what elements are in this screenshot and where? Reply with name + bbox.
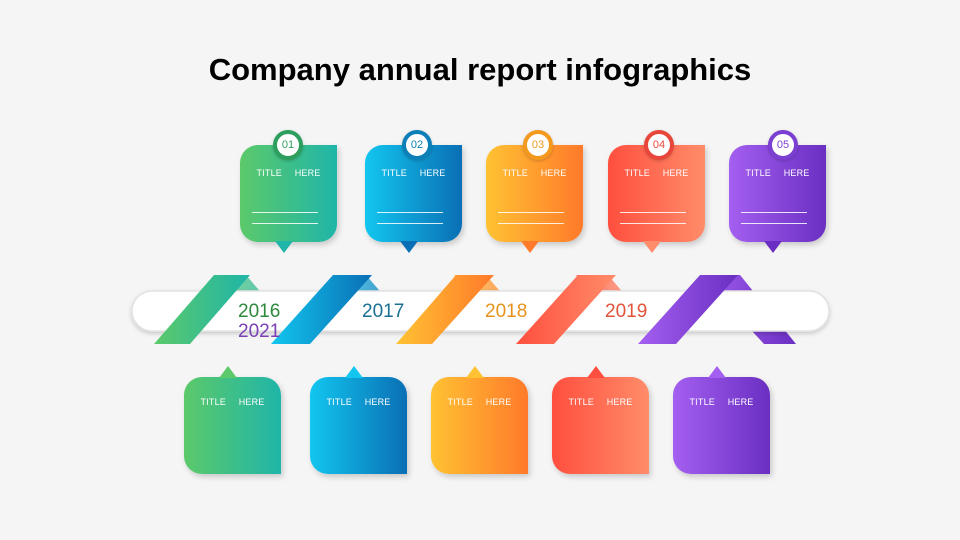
text-line [377, 212, 443, 213]
top-card-5-label: TITLE HERE [745, 168, 810, 178]
bottom-card-3: TITLE HERE [431, 366, 528, 474]
ribbon-strip-4 [516, 275, 616, 344]
card-tail [466, 366, 484, 378]
ribbon-strip-3 [396, 275, 494, 344]
text-line [498, 223, 564, 224]
ribbon-strip-1 [154, 275, 250, 344]
bottom-card-2: TITLE HERE [310, 366, 407, 474]
card-tail [275, 241, 293, 253]
step-number-badge-1: 01 [273, 130, 303, 160]
text-line [252, 212, 318, 213]
text-line [741, 212, 807, 213]
bottom-card-2-label: TITLE HERE [326, 397, 391, 407]
card-tail [345, 366, 363, 378]
top-card-3-label: TITLE HERE [502, 168, 567, 178]
card-tail [219, 366, 237, 378]
text-line [741, 223, 807, 224]
year-label-2018: 2018 [485, 301, 528, 322]
top-card-2-label: TITLE HERE [381, 168, 446, 178]
top-card-3: TITLE HERE [486, 145, 583, 253]
text-line [620, 212, 686, 213]
ribbon-strip-2 [271, 275, 372, 344]
top-card-4-label: TITLE HERE [624, 168, 689, 178]
card-tail [764, 241, 782, 253]
bottom-card-5-label: TITLE HERE [689, 397, 754, 407]
bottom-card-1-label: TITLE HERE [200, 397, 265, 407]
ribbon-front-strips [154, 275, 738, 344]
card-tail [400, 241, 418, 253]
card-tail [587, 366, 605, 378]
page-title: Company annual report infographics [208, 52, 752, 87]
year-label-2017: 2017 [362, 301, 405, 322]
top-card-5: TITLE HERE [729, 145, 826, 253]
step-number-badge-4: 04 [644, 130, 674, 160]
bottom-card-4-label: TITLE HERE [568, 397, 633, 407]
year-label-2016: 2016 [238, 301, 281, 322]
top-card-4: TITLE HERE [608, 145, 705, 253]
ribbon-strip-5 [638, 275, 738, 344]
top-card-2: TITLE HERE [365, 145, 462, 253]
text-line [252, 223, 318, 224]
step-number-badge-2: 02 [402, 130, 432, 160]
year-label-2019: 2019 [605, 301, 648, 322]
card-tail [708, 366, 726, 378]
text-line [620, 223, 686, 224]
card-tail [643, 241, 661, 253]
text-line [377, 223, 443, 224]
bottom-card-1: TITLE HERE [184, 366, 281, 474]
top-card-1-label: TITLE HERE [256, 168, 321, 178]
bottom-card-4: TITLE HERE [552, 366, 649, 474]
bottom-card-3-label: TITLE HERE [447, 397, 512, 407]
text-line [498, 212, 564, 213]
year-label-2021: 2021 [238, 321, 281, 342]
timeline-bar [131, 290, 830, 332]
top-card-1: TITLE HERE [240, 145, 337, 253]
step-number-badge-5: 05 [768, 130, 798, 160]
bottom-card-5: TITLE HERE [673, 366, 770, 474]
step-number-badge-3: 03 [523, 130, 553, 160]
card-tail [521, 241, 539, 253]
